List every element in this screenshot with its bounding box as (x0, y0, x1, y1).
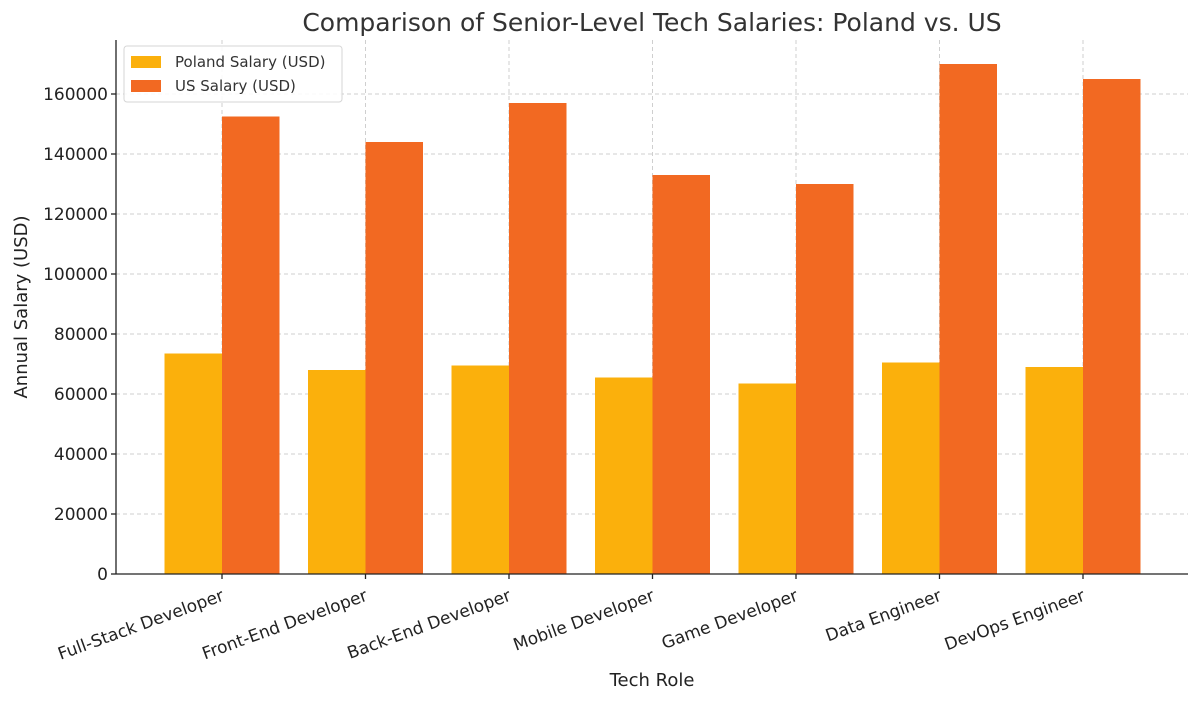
x-tick-label: Back-End Developer (345, 586, 514, 664)
y-tick-label: 40000 (54, 445, 108, 465)
legend-box (123, 45, 343, 103)
x-tick-label: Data Engineer (823, 586, 944, 646)
bar-poland-salary-usd-back-end-developer (451, 365, 509, 574)
bars (164, 64, 1141, 574)
y-tick-label: 20000 (54, 505, 108, 525)
bar-poland-salary-usd-game-developer (738, 383, 796, 574)
legend-swatch-us-salary-usd (131, 80, 161, 92)
legend-swatch-poland-salary-usd (131, 56, 161, 68)
chart-title: Comparison of Senior-Level Tech Salaries… (302, 8, 1001, 37)
y-tick-label: 120000 (43, 205, 108, 225)
bar-us-salary-usd-full-stack-developer (222, 116, 280, 574)
bar-poland-salary-usd-full-stack-developer (164, 353, 222, 574)
y-tick-label: 80000 (54, 325, 108, 345)
x-tick-label: DevOps Engineer (942, 586, 1088, 655)
x-tick-label: Front-End Developer (200, 586, 371, 664)
bar-poland-salary-usd-mobile-developer (595, 377, 653, 574)
legend-label-poland-salary-usd: Poland Salary (USD) (175, 53, 325, 71)
x-tick-label: Game Developer (659, 586, 801, 654)
legend-label-us-salary-usd: US Salary (USD) (175, 77, 296, 95)
y-tick-label: 60000 (54, 385, 108, 405)
y-tick-label: 160000 (43, 85, 108, 105)
y-tick-label: 140000 (43, 145, 108, 165)
bar-us-salary-usd-devops-engineer (1083, 79, 1141, 574)
x-axis-label: Tech Role (609, 670, 695, 691)
bar-us-salary-usd-back-end-developer (509, 103, 567, 574)
y-ticks: 0 20000 40000 60000 80000 100000 120000 140000 1… (43, 85, 116, 585)
legend: Poland Salary (USD) US Salary (USD) (123, 45, 343, 103)
y-tick-label: 0 (97, 565, 108, 585)
bar-us-salary-usd-data-engineer (939, 64, 997, 574)
bar-us-salary-usd-front-end-developer (365, 142, 423, 574)
bar-poland-salary-usd-data-engineer (882, 362, 940, 574)
y-axis-label: Annual Salary (USD) (11, 215, 32, 398)
y-tick-label: 100000 (43, 265, 108, 285)
x-tick-label: Full-Stack Developer (55, 586, 226, 665)
bar-poland-salary-usd-front-end-developer (308, 370, 366, 574)
bar-us-salary-usd-mobile-developer (652, 175, 710, 574)
bar-us-salary-usd-game-developer (796, 184, 854, 574)
bar-poland-salary-usd-devops-engineer (1025, 367, 1083, 574)
x-tick-label: Mobile Developer (511, 586, 657, 656)
